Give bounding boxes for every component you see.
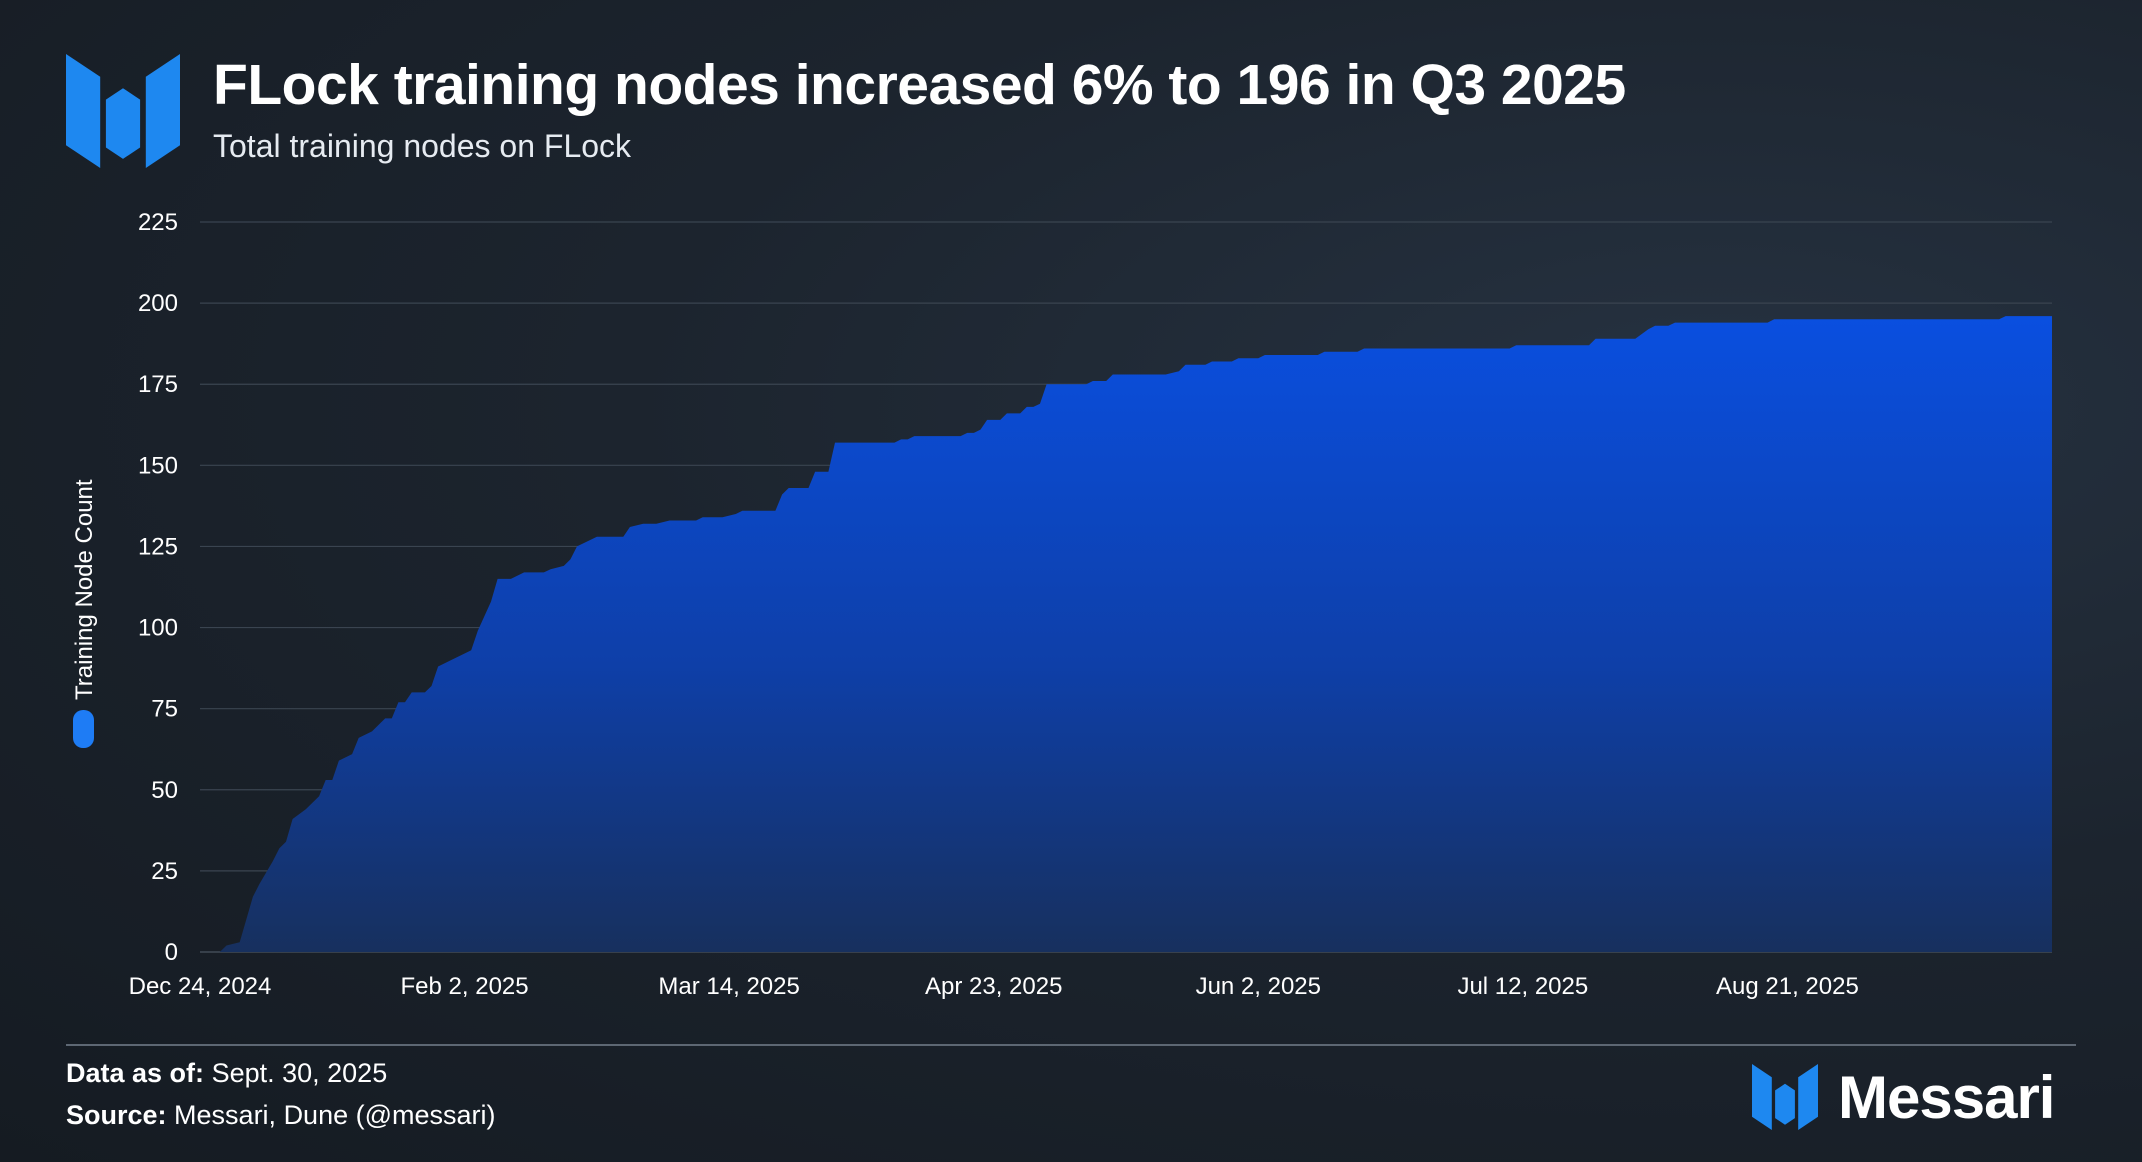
area-chart: 0 25 50 75 100 125 150 175 200 225 Dec 24, 2024 Fe… — [71, 209, 2052, 1000]
x-tick-label: Jul 12, 2025 — [1457, 973, 1588, 1000]
brand-name: Messari — [1838, 1063, 2055, 1131]
y-tick-label: 75 — [151, 696, 178, 723]
y-tick-label: 100 — [138, 615, 178, 642]
y-tick-label: 150 — [138, 452, 178, 479]
y-tick-label: 125 — [138, 533, 178, 560]
y-tick-label: 0 — [165, 939, 178, 966]
legend-label: Training Node Count — [71, 479, 98, 700]
y-tick-label: 25 — [151, 858, 178, 885]
messari-logo-icon — [66, 54, 180, 168]
footer-divider — [66, 1044, 2076, 1046]
x-tick-label: Aug 21, 2025 — [1716, 973, 1859, 1000]
brand-logo: Messari — [1752, 1063, 2055, 1131]
y-tick-label: 50 — [151, 777, 178, 804]
data-as-of: Data as of: Sept. 30, 2025 — [66, 1058, 388, 1088]
page-subtitle: Total training nodes on FLock — [213, 128, 632, 164]
source-note: Source: Messari, Dune (@messari) — [66, 1100, 496, 1130]
x-tick-label: Apr 23, 2025 — [925, 973, 1062, 1000]
x-axis-ticks: Dec 24, 2024 Feb 2, 2025 Mar 14, 2025 Apr 2… — [129, 973, 1859, 1000]
y-tick-label: 225 — [138, 209, 178, 236]
y-tick-label: 175 — [138, 371, 178, 398]
legend: Training Node Count — [71, 479, 98, 748]
y-axis-ticks: 0 25 50 75 100 125 150 175 200 225 — [138, 209, 178, 966]
legend-swatch — [73, 710, 94, 748]
y-tick-label: 200 — [138, 290, 178, 317]
x-tick-label: Jun 2, 2025 — [1196, 973, 1321, 1000]
messari-logo-icon — [1752, 1064, 1818, 1130]
series-area-training-node-count — [200, 316, 2052, 953]
x-tick-label: Dec 24, 2024 — [129, 973, 272, 1000]
x-tick-label: Mar 14, 2025 — [658, 973, 799, 1000]
page-title: FLock training nodes increased 6% to 196… — [213, 53, 1626, 117]
x-tick-label: Feb 2, 2025 — [401, 973, 529, 1000]
